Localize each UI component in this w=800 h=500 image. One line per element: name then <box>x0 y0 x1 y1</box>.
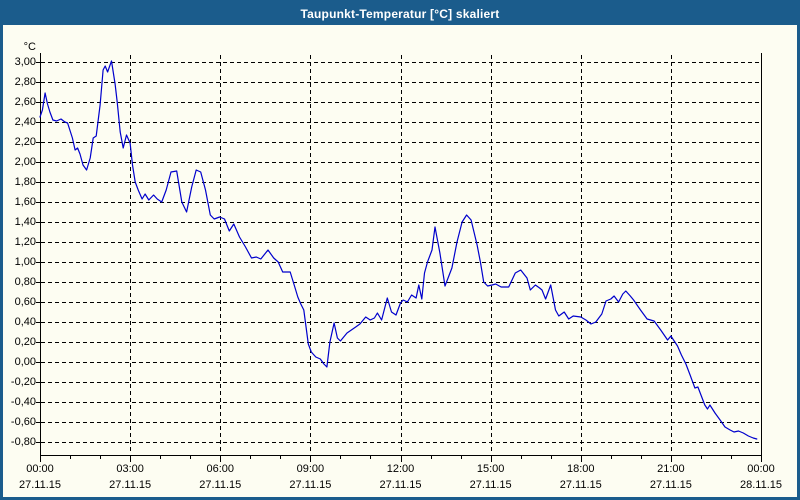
y-axis-unit-label: °C <box>23 41 36 53</box>
window-title: Taupunkt-Temperatur [°C] skaliert <box>300 7 500 21</box>
y-tick-label: 1,80 <box>14 176 36 188</box>
y-tick-label: -0,80 <box>10 436 36 448</box>
series-line <box>39 60 758 440</box>
x-tick-time-label: 12:00 <box>386 463 415 475</box>
x-tick-time-label: 00:00 <box>26 463 54 475</box>
y-tick-label: 1,40 <box>14 216 36 228</box>
y-tick-label: 3,00 <box>14 56 36 68</box>
y-tick-label: 0,80 <box>14 276 36 288</box>
x-tick-date-label: 27.11.15 <box>379 479 422 491</box>
y-tick-label: 2,40 <box>14 116 36 128</box>
x-tick-date-label: 27.11.15 <box>289 479 332 491</box>
x-tick-time-label: 03:00 <box>116 463 144 475</box>
y-tick-label: -0,40 <box>10 396 36 408</box>
y-tick-label: 2,00 <box>14 156 36 168</box>
y-tick-label: 2,20 <box>14 136 36 148</box>
x-tick-date-label: 27.11.15 <box>109 479 152 491</box>
x-tick-date-label: 27.11.15 <box>649 479 692 491</box>
x-tick-time-label: 00:00 <box>747 463 775 475</box>
x-tick-time-label: 09:00 <box>296 463 325 475</box>
x-tick-date-label: 27.11.15 <box>199 479 242 491</box>
y-tick-label: 0,60 <box>14 296 36 308</box>
x-tick-date-label: 27.11.15 <box>18 479 61 491</box>
x-tick-time-label: 06:00 <box>206 463 235 475</box>
y-tick-label: 0,40 <box>14 316 36 328</box>
axes <box>36 53 762 462</box>
y-tick-label: -0,20 <box>10 376 36 388</box>
x-tick-date-label: 27.11.15 <box>469 479 512 491</box>
window-title-bar: Taupunkt-Temperatur [°C] skaliert <box>3 3 797 25</box>
x-tick-time-label: 21:00 <box>657 463 685 475</box>
y-tick-label: 1,60 <box>14 196 36 208</box>
y-tick-label: 2,60 <box>14 96 36 108</box>
chart-canvas <box>36 53 762 462</box>
y-tick-label: -0,60 <box>10 416 36 428</box>
x-tick-time-label: 18:00 <box>566 463 595 475</box>
y-tick-label: 1,20 <box>14 236 36 248</box>
x-tick-date-label: 28.11.15 <box>739 479 782 491</box>
grid-lines <box>41 55 760 454</box>
y-tick-label: 2,80 <box>14 76 36 88</box>
x-tick-date-label: 27.11.15 <box>559 479 602 491</box>
y-tick-label: 0,20 <box>14 336 36 348</box>
x-tick-time-label: 15:00 <box>476 463 505 475</box>
y-tick-label: 1,00 <box>14 256 36 268</box>
y-tick-label: 0,00 <box>14 356 36 368</box>
